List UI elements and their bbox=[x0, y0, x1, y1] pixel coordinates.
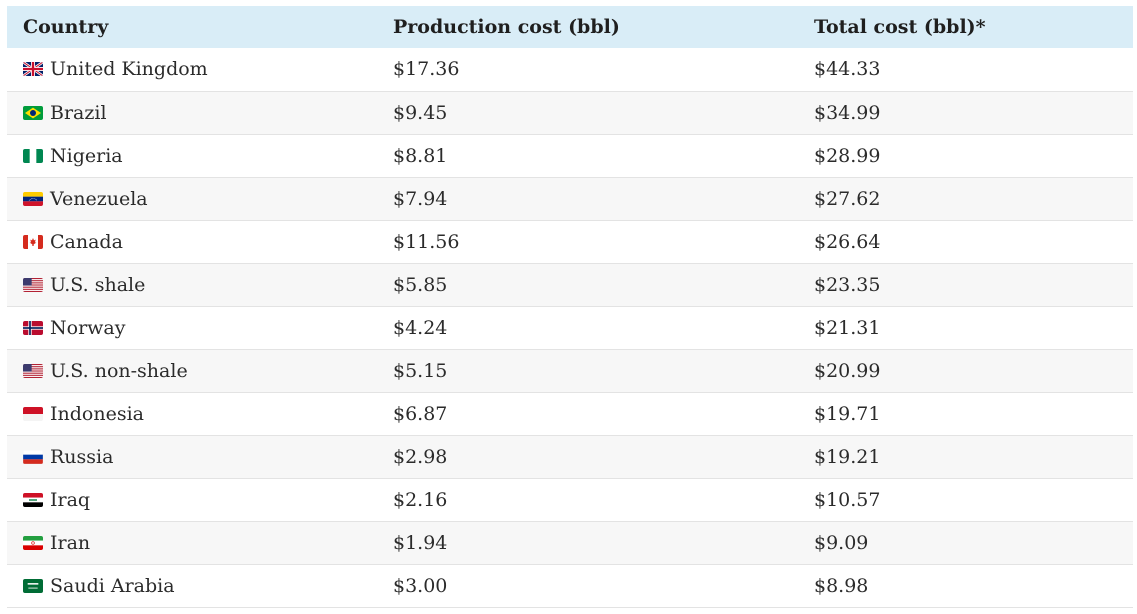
country-cell: Iraq bbox=[7, 478, 377, 521]
table-header: Country Production cost (bbl) Total cost… bbox=[7, 6, 1133, 48]
country-name: Canada bbox=[50, 230, 123, 253]
production-cost-cell: $1.94 bbox=[393, 531, 448, 554]
production-cost-cell: $5.15 bbox=[393, 359, 448, 382]
total-cost-cell: $21.31 bbox=[814, 316, 881, 339]
usa-flag-icon bbox=[23, 277, 43, 292]
country-name: Russia bbox=[50, 445, 114, 468]
country-cell: U.S. shale bbox=[7, 263, 377, 306]
nigeria-flag-icon bbox=[23, 148, 43, 163]
production-cost-cell: $8.81 bbox=[393, 144, 448, 167]
country-name: United Kingdom bbox=[50, 58, 208, 81]
country-cell: Nigeria bbox=[7, 134, 377, 177]
table-row: Saudi Arabia $3.00 $8.98 bbox=[7, 564, 1133, 607]
country-name: Venezuela bbox=[50, 187, 148, 210]
canada-flag-icon bbox=[23, 234, 43, 249]
column-header-country[interactable]: Country bbox=[23, 16, 109, 38]
country-cell: Indonesia bbox=[7, 392, 377, 435]
total-cost-cell: $9.09 bbox=[814, 531, 869, 554]
total-cost-cell: $10.57 bbox=[814, 488, 881, 511]
table-row: U.S. non-shale $5.15 $20.99 bbox=[7, 349, 1133, 392]
table-row: Norway $4.24 $21.31 bbox=[7, 306, 1133, 349]
country-cell: Venezuela bbox=[7, 177, 377, 220]
table-row: Russia $2.98 $19.21 bbox=[7, 435, 1133, 478]
production-cost-cell: $3.00 bbox=[393, 574, 448, 597]
country-cell: Brazil bbox=[7, 91, 377, 134]
total-cost-cell: $44.33 bbox=[814, 58, 881, 81]
table-row: Canada $11.56 $26.64 bbox=[7, 220, 1133, 263]
country-cell: U.S. non-shale bbox=[7, 349, 377, 392]
country-name: U.S. non-shale bbox=[50, 359, 188, 382]
total-cost-cell: $23.35 bbox=[814, 273, 881, 296]
iraq-flag-icon bbox=[23, 492, 43, 507]
country-name: U.S. shale bbox=[50, 273, 146, 296]
country-cell: Iran bbox=[7, 521, 377, 564]
header-row: Country Production cost (bbl) Total cost… bbox=[7, 6, 1133, 48]
table-row: Iraq $2.16 $10.57 bbox=[7, 478, 1133, 521]
total-cost-cell: $20.99 bbox=[814, 359, 881, 382]
production-cost-cell: $6.87 bbox=[393, 402, 448, 425]
oil-cost-table: Country Production cost (bbl) Total cost… bbox=[7, 6, 1133, 608]
country-cell: Norway bbox=[7, 306, 377, 349]
table-row: U.S. shale $5.85 $23.35 bbox=[7, 263, 1133, 306]
table-row: Brazil $9.45 $34.99 bbox=[7, 91, 1133, 134]
country-name: Indonesia bbox=[50, 402, 144, 425]
production-cost-cell: $9.45 bbox=[393, 101, 448, 124]
production-cost-cell: $11.56 bbox=[393, 230, 460, 253]
country-cell: Saudi Arabia bbox=[7, 564, 377, 607]
indonesia-flag-icon bbox=[23, 406, 43, 421]
production-cost-cell: $17.36 bbox=[393, 58, 460, 81]
table-row: United Kingdom $17.36 $44.33 bbox=[7, 48, 1133, 91]
country-cell: United Kingdom bbox=[7, 48, 377, 91]
norway-flag-icon bbox=[23, 320, 43, 335]
country-name: Iraq bbox=[50, 488, 91, 511]
total-cost-cell: $34.99 bbox=[814, 101, 881, 124]
total-cost-cell: $28.99 bbox=[814, 144, 881, 167]
production-cost-cell: $2.16 bbox=[393, 488, 448, 511]
production-cost-cell: $4.24 bbox=[393, 316, 448, 339]
total-cost-cell: $26.64 bbox=[814, 230, 881, 253]
total-cost-cell: $27.62 bbox=[814, 187, 881, 210]
column-header-production-cost[interactable]: Production cost (bbl) bbox=[393, 16, 620, 38]
country-name: Norway bbox=[50, 316, 126, 339]
country-name: Saudi Arabia bbox=[50, 574, 175, 597]
column-header-total-cost[interactable]: Total cost (bbl)* bbox=[814, 16, 986, 38]
country-name: Brazil bbox=[50, 101, 107, 124]
country-name: Iran bbox=[50, 531, 91, 554]
total-cost-cell: $19.71 bbox=[814, 402, 881, 425]
production-cost-cell: $2.98 bbox=[393, 445, 448, 468]
table-row: Nigeria $8.81 $28.99 bbox=[7, 134, 1133, 177]
country-cell: Canada bbox=[7, 220, 377, 263]
table-body: United Kingdom $17.36 $44.33 Brazil $9.45 $34… bbox=[7, 48, 1133, 607]
russia-flag-icon bbox=[23, 449, 43, 464]
brazil-flag-icon bbox=[23, 105, 43, 120]
country-cell: Russia bbox=[7, 435, 377, 478]
production-cost-cell: $7.94 bbox=[393, 187, 448, 210]
total-cost-cell: $8.98 bbox=[814, 574, 869, 597]
production-cost-cell: $5.85 bbox=[393, 273, 448, 296]
iran-flag-icon bbox=[23, 535, 43, 550]
saudi-arabia-flag-icon bbox=[23, 578, 43, 593]
country-name: Nigeria bbox=[50, 144, 123, 167]
total-cost-cell: $19.21 bbox=[814, 445, 881, 468]
venezuela-flag-icon bbox=[23, 191, 43, 206]
usa-flag-icon bbox=[23, 363, 43, 378]
table-row: Iran $1.94 $9.09 bbox=[7, 521, 1133, 564]
table-row: Indonesia $6.87 $19.71 bbox=[7, 392, 1133, 435]
table-row: Venezuela $7.94 $27.62 bbox=[7, 177, 1133, 220]
uk-flag-icon bbox=[23, 62, 43, 77]
